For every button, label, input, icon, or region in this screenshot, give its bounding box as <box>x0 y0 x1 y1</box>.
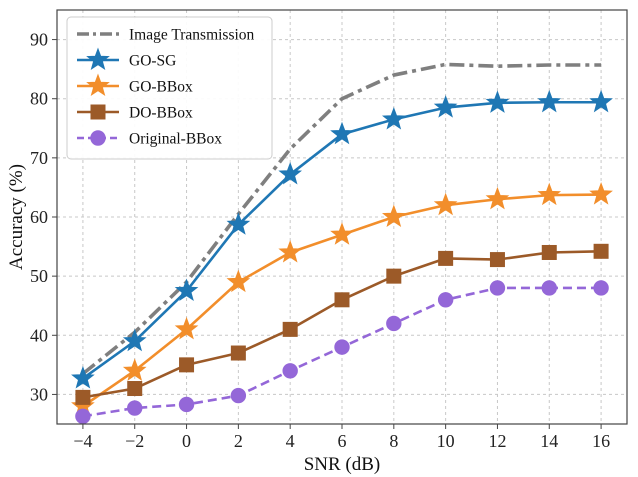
data-point <box>230 345 246 361</box>
series-go-sg <box>71 89 613 389</box>
legend-label: DO-BBox <box>129 105 193 122</box>
legend-label: GO-SG <box>129 53 176 70</box>
y-tick-label: 90 <box>30 30 48 50</box>
data-point <box>282 363 298 379</box>
series-line <box>81 62 602 376</box>
data-point <box>178 396 195 413</box>
y-tick-label: 60 <box>30 207 48 227</box>
data-point <box>122 358 147 381</box>
x-tick-label: 2 <box>234 431 243 451</box>
legend-item: DO-BBox <box>77 104 193 122</box>
legend-label: Original-BBox <box>129 131 222 148</box>
x-tick-label: 16 <box>592 431 610 451</box>
x-tick-label: 6 <box>338 431 347 451</box>
data-point <box>433 192 458 216</box>
data-point <box>127 400 143 416</box>
data-point <box>334 292 350 308</box>
x-tick-label: −2 <box>125 431 144 451</box>
data-point <box>437 292 454 308</box>
data-point <box>589 89 613 113</box>
data-point <box>330 121 354 145</box>
data-point <box>381 106 406 130</box>
data-point <box>278 161 303 185</box>
x-tick-label: 12 <box>488 431 506 451</box>
y-tick-label: 30 <box>30 384 48 404</box>
data-point <box>593 243 609 259</box>
x-axis-label: SNR (dB) <box>304 454 381 475</box>
data-point <box>589 182 613 205</box>
data-point <box>485 186 510 210</box>
legend-marker <box>90 104 106 120</box>
y-axis-label: Accuracy (%) <box>6 164 27 270</box>
legend-marker <box>86 47 110 71</box>
series-image-transmission <box>81 62 602 376</box>
legend-item: Image Transmission <box>77 27 255 44</box>
grid <box>57 10 627 424</box>
x-tick-label: 0 <box>182 431 191 451</box>
data-point <box>282 321 298 337</box>
legend-item: GO-BBox <box>77 73 193 97</box>
data-point <box>226 269 251 293</box>
data-point <box>278 240 303 263</box>
series-do-bbox <box>75 243 609 405</box>
data-point <box>386 268 402 284</box>
data-point <box>537 89 562 113</box>
data-point <box>433 95 458 118</box>
y-tick-label: 50 <box>30 266 48 286</box>
data-point <box>127 381 143 397</box>
data-point <box>381 204 406 228</box>
legend-item: Original-BBox <box>77 130 222 148</box>
data-point <box>330 222 354 245</box>
data-point <box>174 278 199 301</box>
x-tick-label: 8 <box>389 431 398 451</box>
data-point <box>226 212 251 235</box>
data-point <box>179 357 195 373</box>
data-point <box>230 387 247 404</box>
data-point <box>537 182 562 206</box>
y-tick-label: 40 <box>30 325 48 345</box>
legend-box <box>66 16 273 160</box>
legend-label: Image Transmission <box>129 27 255 44</box>
data-point <box>71 366 95 389</box>
legend: Image Transmission GO-SG GO-BBox DO-BBox Ori… <box>66 16 273 160</box>
data-point <box>438 250 454 266</box>
data-point <box>75 408 91 425</box>
x-tick-label: 10 <box>437 431 455 451</box>
data-point <box>75 389 91 405</box>
data-point <box>485 90 510 113</box>
data-point <box>334 339 350 355</box>
x-tick-label: 14 <box>540 431 558 451</box>
data-point <box>489 280 506 296</box>
data-point <box>593 280 609 296</box>
data-point <box>541 280 557 296</box>
data-point <box>174 316 199 340</box>
tick-labels: −4 −2 0 2 4 6 8 10 12 14 16 30 40 50 60 70 80 90 <box>30 30 610 451</box>
y-tick-label: 70 <box>30 148 48 168</box>
x-tick-label: 4 <box>286 431 295 451</box>
series-original-bbox <box>75 280 609 425</box>
y-tick-label: 80 <box>30 89 48 109</box>
series-go-bbox <box>71 182 613 417</box>
legend-marker <box>86 73 110 97</box>
legend-item: GO-SG <box>77 47 176 71</box>
data-point <box>541 244 557 260</box>
data-point <box>489 252 505 268</box>
legend-marker <box>90 130 106 146</box>
x-tick-label: −4 <box>73 431 92 451</box>
data-point <box>386 315 402 332</box>
series-layer <box>71 62 613 425</box>
data-point <box>122 328 147 352</box>
legend-label: GO-BBox <box>129 79 193 96</box>
